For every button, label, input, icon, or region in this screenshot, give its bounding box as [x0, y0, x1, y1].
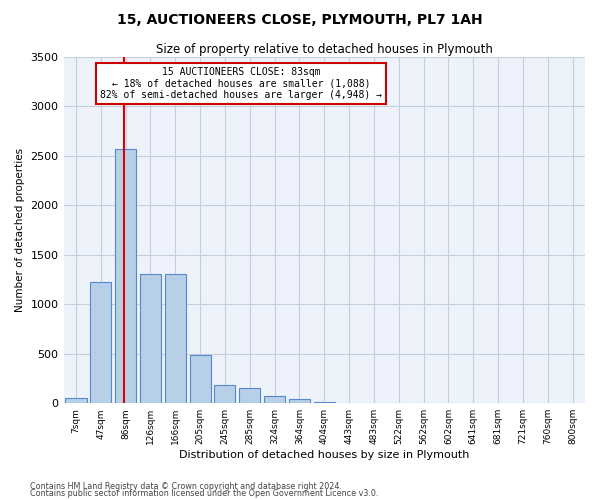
- X-axis label: Distribution of detached houses by size in Plymouth: Distribution of detached houses by size …: [179, 450, 469, 460]
- Bar: [65, 398, 86, 403]
- Text: Contains HM Land Registry data © Crown copyright and database right 2024.: Contains HM Land Registry data © Crown c…: [30, 482, 342, 491]
- Title: Size of property relative to detached houses in Plymouth: Size of property relative to detached ho…: [156, 42, 493, 56]
- Bar: [239, 388, 260, 403]
- Bar: [140, 274, 161, 403]
- Text: Contains public sector information licensed under the Open Government Licence v3: Contains public sector information licen…: [30, 490, 379, 498]
- Text: 15 AUCTIONEERS CLOSE: 83sqm
← 18% of detached houses are smaller (1,088)
82% of : 15 AUCTIONEERS CLOSE: 83sqm ← 18% of det…: [100, 67, 382, 100]
- Bar: [214, 385, 235, 403]
- Bar: [314, 402, 335, 403]
- Text: 15, AUCTIONEERS CLOSE, PLYMOUTH, PL7 1AH: 15, AUCTIONEERS CLOSE, PLYMOUTH, PL7 1AH: [117, 12, 483, 26]
- Bar: [190, 354, 211, 403]
- Y-axis label: Number of detached properties: Number of detached properties: [15, 148, 25, 312]
- Bar: [165, 274, 186, 403]
- Bar: [115, 148, 136, 403]
- Bar: [90, 282, 112, 403]
- Bar: [264, 396, 285, 403]
- Bar: [289, 399, 310, 403]
